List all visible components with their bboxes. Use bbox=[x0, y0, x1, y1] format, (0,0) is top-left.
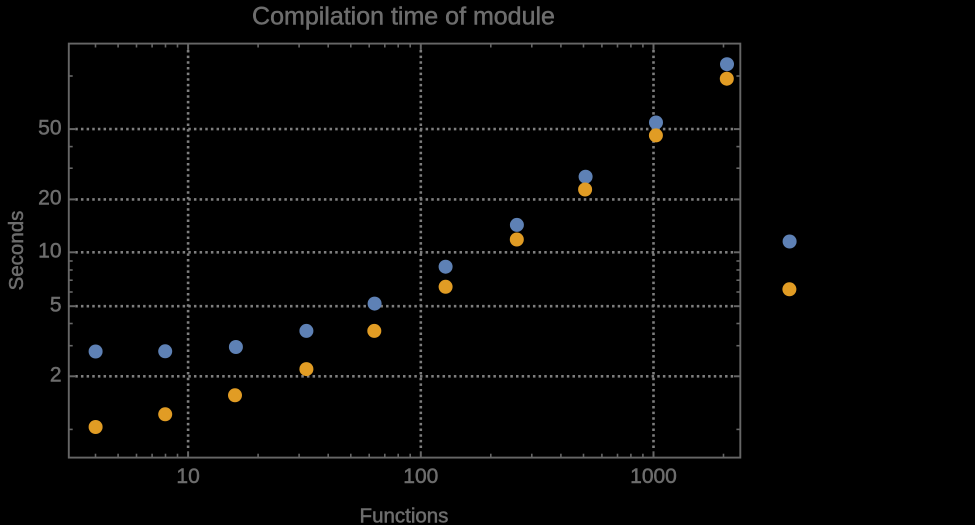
svg-text:Functions: Functions bbox=[360, 505, 449, 525]
svg-text:5: 5 bbox=[50, 293, 62, 316]
svg-text:Compilation time of module: Compilation time of module bbox=[252, 3, 555, 31]
svg-text:100: 100 bbox=[403, 465, 438, 488]
svg-text:1000: 1000 bbox=[630, 465, 677, 488]
svg-text:20: 20 bbox=[38, 187, 61, 210]
svg-text:2: 2 bbox=[50, 364, 62, 387]
svg-text:10: 10 bbox=[176, 465, 199, 488]
svg-text:50: 50 bbox=[38, 116, 61, 139]
svg-text:Seconds: Seconds bbox=[5, 211, 28, 291]
svg-text:10: 10 bbox=[38, 240, 61, 263]
